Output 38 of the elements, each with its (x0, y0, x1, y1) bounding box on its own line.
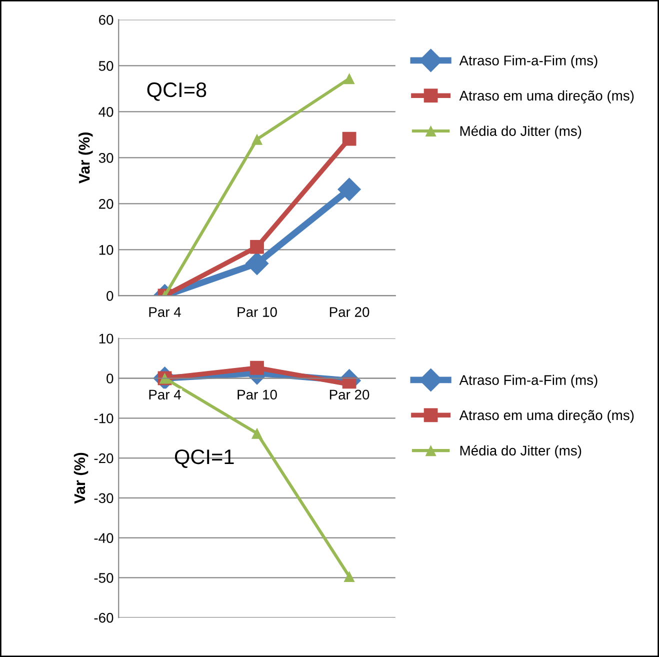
y-tick-label: 40 (98, 107, 114, 117)
y-tick-label: 60 (99, 15, 114, 25)
point (250, 360, 264, 375)
legend-label: Média do Jitter (ms) (460, 445, 582, 458)
annotation: QCI=8 (147, 82, 206, 101)
y-tick-label: 30 (98, 153, 114, 163)
legend-label: Atraso Fim-a-Fim (ms) (459, 55, 598, 68)
y-tick-label: 0 (106, 374, 114, 384)
y-tick-label: 20 (99, 199, 114, 209)
legend-label: Atraso em uma direção (ms) (459, 90, 634, 104)
x-tick-label: Par 20 (330, 390, 370, 400)
point (344, 570, 355, 582)
point (342, 132, 356, 146)
point (251, 428, 263, 439)
y-tick-label: -50 (94, 573, 114, 583)
y-tick-label: -40 (94, 533, 114, 543)
point (337, 178, 362, 202)
x-tick-label: Par 4 (149, 307, 181, 317)
y-tick-label: -30 (94, 493, 114, 504)
y-axis-title: Var (%) (74, 452, 88, 504)
point (344, 73, 355, 84)
legend-label: Média do Jitter (ms) (460, 126, 582, 139)
x-tick-label: Par 4 (149, 390, 181, 400)
y-axis-title: Var (%) (78, 132, 93, 184)
point (251, 134, 263, 145)
legend-label: Atraso Fim-a-Fim (ms) (459, 374, 598, 388)
y-tick-label: -20 (94, 453, 114, 464)
x-tick-label: Par 10 (238, 390, 277, 400)
y-tick-label: -60 (94, 612, 114, 623)
annotation: QCI=1 (174, 449, 234, 468)
y-tick-label: 0 (106, 290, 114, 301)
y-tick-label: 10 (99, 334, 114, 344)
x-tick-label: Par 20 (330, 307, 370, 317)
y-tick-label: -10 (94, 413, 114, 424)
y-tick-label: 50 (98, 61, 114, 71)
x-tick-label: Par 10 (238, 307, 277, 317)
y-tick-label: 10 (99, 244, 114, 255)
legend-label: Atraso em uma direção (ms) (459, 410, 634, 423)
